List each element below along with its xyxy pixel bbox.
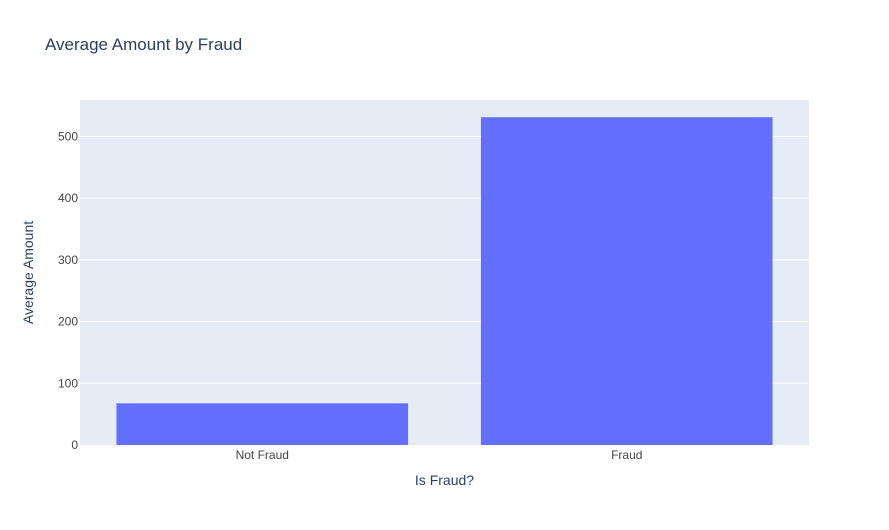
- y-tick-label: 200: [58, 315, 78, 329]
- x-axis-label: Is Fraud?: [415, 472, 474, 488]
- y-axis-ticks: 0 100 200 300 400 500: [58, 129, 78, 452]
- bar-fraud[interactable]: [480, 117, 773, 445]
- x-axis-ticks: Not Fraud Fraud: [236, 448, 643, 462]
- y-tick-label: 400: [58, 191, 78, 205]
- bars: [116, 117, 773, 445]
- x-tick-label: Fraud: [611, 448, 642, 462]
- y-tick-label: 500: [58, 129, 78, 143]
- y-axis-label: Average Amount: [20, 221, 36, 324]
- chart-title: Average Amount by Fraud: [45, 35, 242, 54]
- y-tick-label: 100: [58, 376, 78, 390]
- bar-not-fraud[interactable]: [116, 403, 409, 445]
- x-tick-label: Not Fraud: [236, 448, 289, 462]
- y-tick-label: 300: [58, 253, 78, 267]
- y-tick-label: 0: [71, 438, 78, 452]
